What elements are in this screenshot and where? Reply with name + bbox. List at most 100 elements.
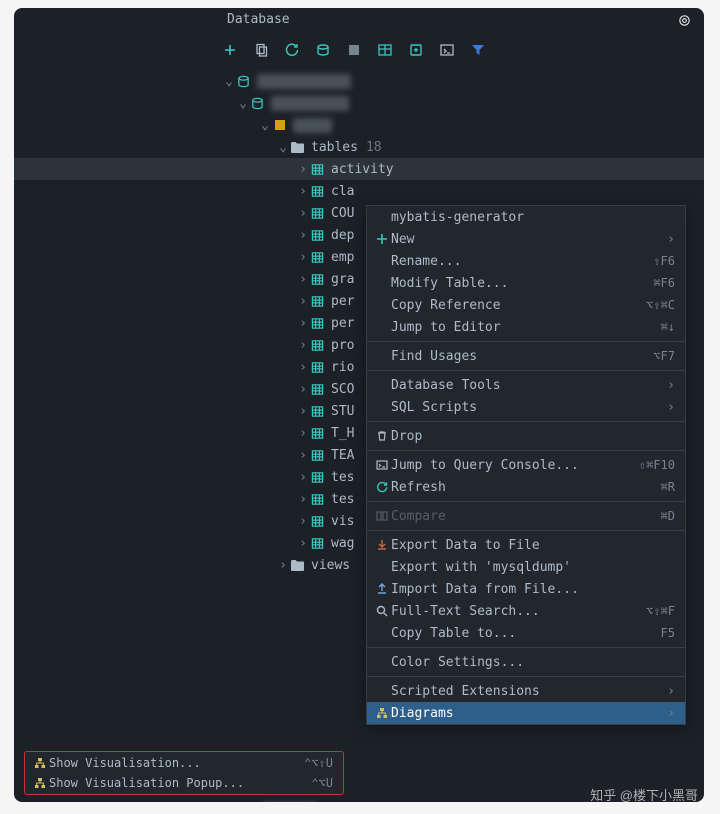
chevron-right-icon: › — [296, 250, 310, 265]
menu-item[interactable]: Rename...⇧F6 — [367, 250, 685, 272]
menu-item-label: Drop — [391, 429, 675, 444]
menu-item[interactable]: SQL Scripts› — [367, 396, 685, 418]
menu-item-label: SQL Scripts — [391, 400, 665, 415]
menu-item[interactable]: Find Usages⌥F7 — [367, 345, 685, 367]
table-tree-icon — [310, 316, 325, 331]
table-tree-icon — [310, 514, 325, 529]
menu-item-label: Scripted Extensions — [391, 684, 665, 699]
table-label: rio — [331, 360, 354, 375]
menu-item[interactable]: New› — [367, 228, 685, 250]
tree-users-row[interactable]: users 3 — [214, 800, 318, 802]
menu-item[interactable]: Import Data from File... — [367, 578, 685, 600]
chevron-right-icon: › — [296, 382, 310, 397]
table-tree-icon — [310, 228, 325, 243]
submenu-item[interactable]: Show Visualisation Popup...⌃⌥U — [25, 773, 343, 793]
menu-item-label: New — [391, 232, 665, 247]
datasource-icon[interactable] — [408, 42, 424, 58]
menu-item[interactable]: Color Settings... — [367, 651, 685, 673]
menu-item[interactable]: Scripted Extensions› — [367, 680, 685, 702]
submenu-item[interactable]: Show Visualisation...⌃⌥⇧U — [25, 753, 343, 773]
menu-item-label: Jump to Editor — [391, 320, 661, 335]
chevron-right-icon: › — [296, 448, 310, 463]
menu-item[interactable]: Refresh⌘R — [367, 476, 685, 498]
titlebar: Database — [14, 8, 704, 34]
menu-item[interactable]: Drop — [367, 425, 685, 447]
submenu-label: Show Visualisation... — [49, 756, 304, 770]
tree-table-row[interactable]: › activity — [14, 158, 704, 180]
menu-item-label: Import Data from File... — [391, 582, 675, 597]
chevron-right-icon: › — [296, 206, 310, 221]
menu-item-shortcut: ⌘↓ — [661, 320, 675, 334]
table-tree-icon — [310, 360, 325, 375]
import-icon — [373, 583, 391, 595]
table-label: SCO — [331, 382, 354, 397]
table-tree-icon — [310, 536, 325, 551]
table-tree-icon — [310, 162, 325, 177]
menu-item-label: Find Usages — [391, 349, 653, 364]
menu-item-shortcut: ⌥⇧⌘F — [646, 604, 675, 618]
query-icon[interactable] — [315, 42, 331, 58]
table-tree-icon — [310, 272, 325, 287]
chevron-right-icon: › — [296, 426, 310, 441]
chevron-right-icon: › — [296, 316, 310, 331]
table-label: activity — [331, 162, 394, 177]
table-tree-icon — [310, 250, 325, 265]
refresh-icon — [373, 481, 391, 493]
plus-icon — [373, 233, 391, 245]
table-label: dep — [331, 228, 354, 243]
table-tree-icon — [310, 382, 325, 397]
table-label: STU — [331, 404, 354, 419]
chevron-down-icon: ⌄ — [222, 74, 236, 89]
chevron-right-icon: › — [296, 294, 310, 309]
menu-item[interactable]: Full-Text Search...⌥⇧⌘F — [367, 600, 685, 622]
menu-item[interactable]: Jump to Query Console...⇧⌘F10 — [367, 454, 685, 476]
filter-icon[interactable] — [470, 42, 486, 58]
tree-tables-folder[interactable]: ⌄ tables 18 — [14, 136, 704, 158]
menu-item: Compare⌘D — [367, 505, 685, 527]
table-icon[interactable] — [377, 42, 393, 58]
schema-tree-icon — [272, 118, 287, 133]
menu-item-label: Diagrams — [391, 706, 665, 721]
menu-separator — [367, 501, 685, 502]
menu-item[interactable]: Export with 'mysqldump' — [367, 556, 685, 578]
submenu-shortcut: ⌃⌥⇧U — [304, 756, 333, 770]
tree-datasource[interactable]: ⌄ ████████████ — [14, 70, 704, 92]
table-tree-icon — [310, 426, 325, 441]
menu-item-label: Color Settings... — [391, 655, 675, 670]
table-label: TEA — [331, 448, 354, 463]
tables-folder-label: tables — [311, 140, 358, 155]
menu-separator — [367, 370, 685, 371]
watermark: 知乎 @楼下小黑哥 — [590, 785, 698, 804]
tree-schema[interactable]: ⌄ █████ — [14, 114, 704, 136]
chevron-right-icon: › — [296, 492, 310, 507]
menu-item[interactable]: Copy Reference⌥⇧⌘C — [367, 294, 685, 316]
menu-item-shortcut: ⌘D — [661, 509, 675, 523]
tree-database[interactable]: ⌄ ██████████ — [14, 92, 704, 114]
diagram-icon — [31, 757, 49, 769]
database-tool-window: Database ⌄ ████████████ ⌄ ██████████ — [14, 8, 704, 802]
menu-item[interactable]: Export Data to File — [367, 534, 685, 556]
stop-icon[interactable] — [346, 42, 362, 58]
menu-item[interactable]: Jump to Editor⌘↓ — [367, 316, 685, 338]
refresh-icon[interactable] — [284, 42, 300, 58]
menu-item[interactable]: Database Tools› — [367, 374, 685, 396]
console-icon[interactable] — [439, 42, 455, 58]
menu-item-label: Modify Table... — [391, 276, 653, 291]
menu-item-shortcut: ⌘F6 — [653, 276, 675, 290]
copy-icon[interactable] — [253, 42, 269, 58]
chevron-right-icon: › — [296, 162, 310, 177]
menu-item-label: Compare — [391, 509, 661, 524]
menu-item[interactable]: Copy Table to...F5 — [367, 622, 685, 644]
submenu-label: Show Visualisation Popup... — [49, 776, 311, 790]
menu-item-shortcut: ⌘R — [661, 480, 675, 494]
table-label: tes — [331, 492, 354, 507]
add-icon[interactable] — [222, 42, 238, 58]
table-label: tes — [331, 470, 354, 485]
table-label: per — [331, 294, 354, 309]
view-mode-icon[interactable] — [677, 13, 692, 28]
menu-item[interactable]: Modify Table...⌘F6 — [367, 272, 685, 294]
menu-item[interactable]: Diagrams› — [367, 702, 685, 724]
table-tree-icon — [310, 294, 325, 309]
menu-item[interactable]: mybatis-generator — [367, 206, 685, 228]
tree-table-row[interactable]: ›cla — [14, 180, 704, 202]
